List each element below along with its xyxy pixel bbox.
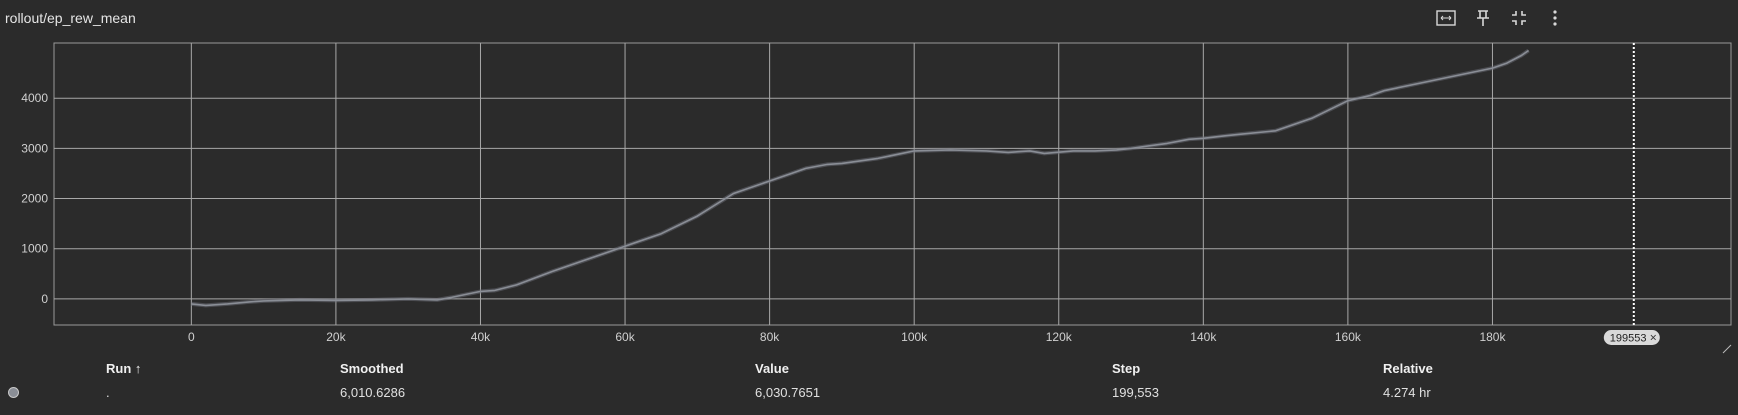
relative-time: 4.274 hr xyxy=(1383,385,1431,400)
raw-value: 6,030.7651 xyxy=(755,385,821,400)
x-tick-label: 40k xyxy=(471,330,491,344)
x-tick-label: 160k xyxy=(1335,330,1362,344)
plot-frame xyxy=(53,42,1732,326)
fit-domain-button[interactable] xyxy=(1433,6,1459,30)
step-cursor-chip xyxy=(1603,330,1660,345)
x-tick-label: 100k xyxy=(901,330,928,344)
step-value: 199,553 xyxy=(1112,385,1159,400)
y-tick-label: 4000 xyxy=(21,91,48,105)
collapse-icon xyxy=(1512,11,1526,25)
series-raw-line xyxy=(191,48,1530,308)
pin-icon xyxy=(1477,10,1489,26)
more-menu-button[interactable] xyxy=(1542,6,1568,30)
line-chart[interactable]: 0 20k 40k 60k 80k 100k 120k 140k 160k 180k 0 1000 20… xyxy=(0,0,1738,360)
y-tick-label: 1000 xyxy=(21,242,48,256)
chart-title: rollout/ep_rew_mean xyxy=(5,10,136,26)
smoothed-column-header[interactable]: Smoothed xyxy=(340,361,404,376)
run-column-header[interactable]: Run ↑ xyxy=(106,361,142,376)
smoothed-value: 6,010.6286 xyxy=(340,385,406,400)
value-column-header[interactable]: Value xyxy=(755,361,789,376)
x-tick-label: 140k xyxy=(1190,330,1217,344)
y-tick-label: 3000 xyxy=(21,141,48,155)
x-tick-label: 180k xyxy=(1479,330,1506,344)
x-tick-label: 80k xyxy=(760,330,780,344)
more-vert-icon xyxy=(1553,10,1557,26)
collapse-button[interactable] xyxy=(1506,6,1532,30)
x-tick-label: 20k xyxy=(326,330,346,344)
resize-handle-icon xyxy=(1722,344,1732,354)
relative-column-header[interactable]: Relative xyxy=(1383,361,1433,376)
x-tick-label: 60k xyxy=(615,330,635,344)
step-cursor-label: 199553 xyxy=(1610,333,1647,345)
fit-domain-icon xyxy=(1436,10,1456,26)
y-tick-label: 2000 xyxy=(21,192,48,206)
x-tick-label: 0 xyxy=(188,330,195,344)
step-column-header[interactable]: Step xyxy=(1112,361,1141,376)
run-name: . xyxy=(106,385,110,400)
x-tick-label: 120k xyxy=(1046,330,1073,344)
step-cursor-close-icon[interactable]: × xyxy=(1650,331,1657,345)
run-color-dot xyxy=(8,387,19,398)
pin-button[interactable] xyxy=(1470,6,1496,30)
series-smoothed-line xyxy=(191,49,1530,307)
y-tick-label: 0 xyxy=(41,292,48,306)
